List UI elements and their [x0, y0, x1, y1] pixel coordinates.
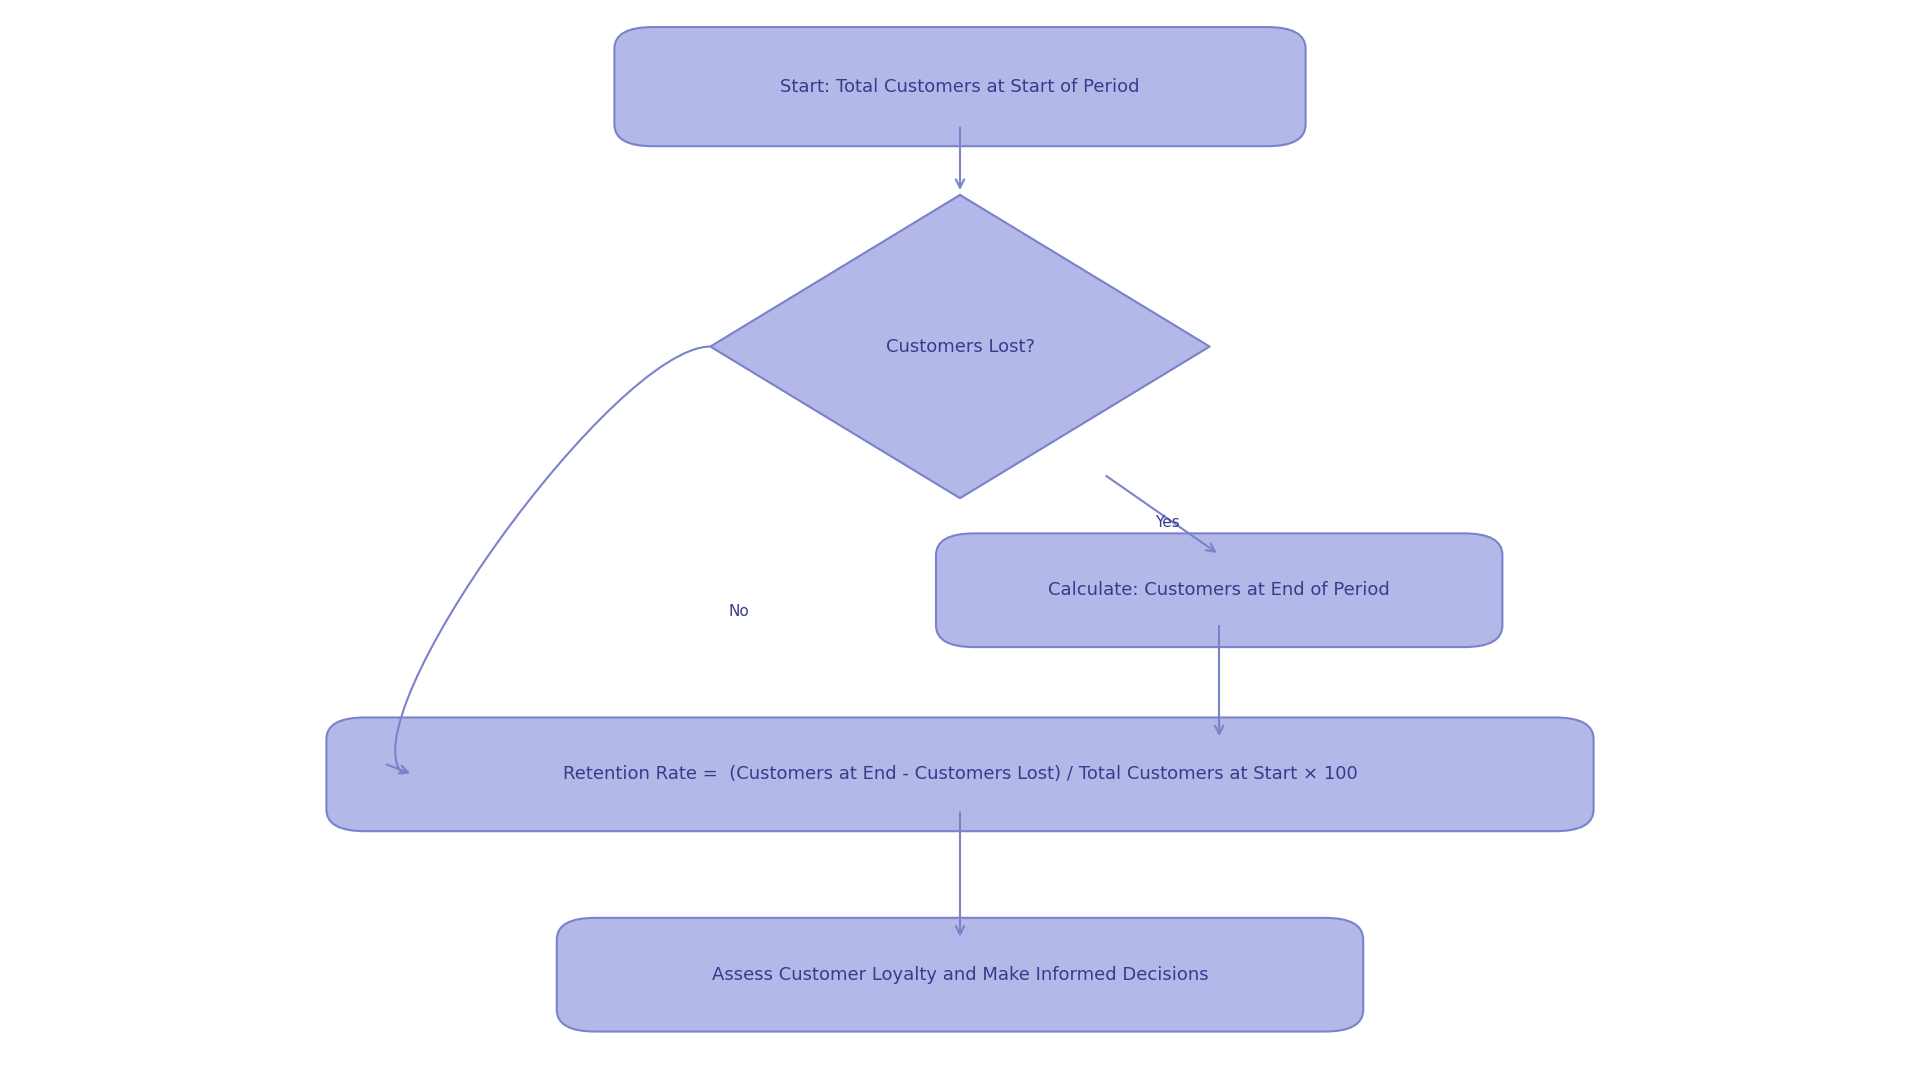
Text: Assess Customer Loyalty and Make Informed Decisions: Assess Customer Loyalty and Make Informe… — [712, 966, 1208, 983]
Text: Start: Total Customers at Start of Period: Start: Total Customers at Start of Perio… — [780, 78, 1140, 95]
Text: Calculate: Customers at End of Period: Calculate: Customers at End of Period — [1048, 582, 1390, 599]
Polygon shape — [710, 195, 1210, 498]
FancyBboxPatch shape — [937, 534, 1501, 648]
FancyBboxPatch shape — [614, 27, 1306, 146]
FancyBboxPatch shape — [326, 718, 1594, 832]
Text: Yes: Yes — [1156, 514, 1179, 530]
Text: Retention Rate =  (Customers at End - Customers Lost) / Total Customers at Start: Retention Rate = (Customers at End - Cus… — [563, 766, 1357, 783]
Text: Customers Lost?: Customers Lost? — [885, 338, 1035, 355]
FancyBboxPatch shape — [557, 917, 1363, 1031]
Text: No: No — [730, 604, 749, 619]
